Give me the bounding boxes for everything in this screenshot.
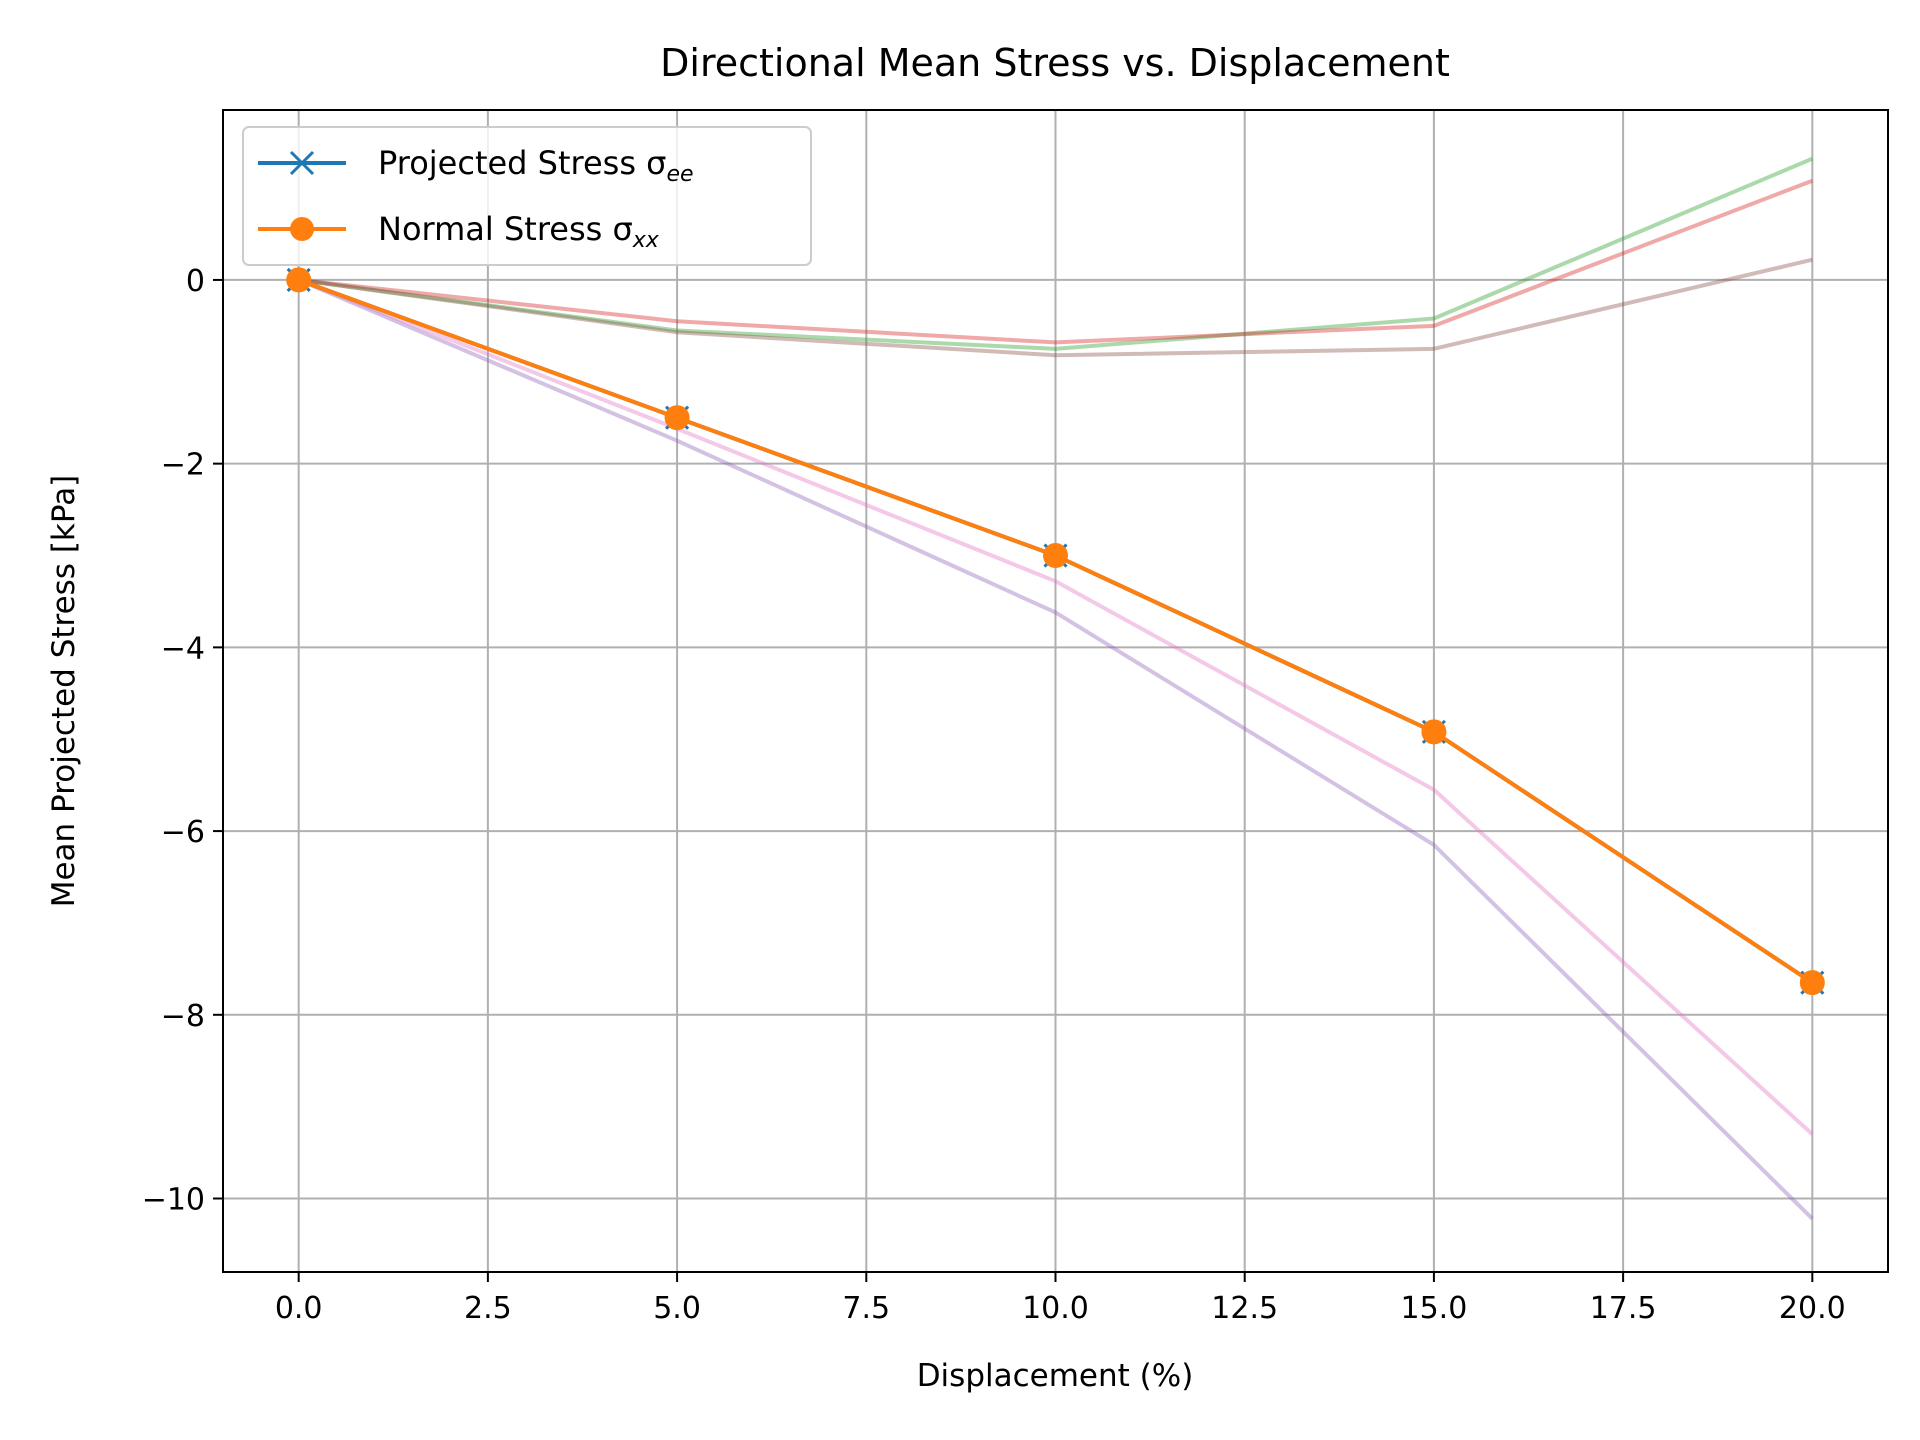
x-axis-label: Displacement (%) [917,1358,1194,1394]
series-5 [298,257,1813,358]
x-tick-label: 2.5 [464,1291,512,1326]
legend-marker-x [289,150,315,176]
series-1 [286,267,1825,996]
data-point [1799,970,1825,996]
legend-label: Normal Stress σxx [378,210,660,253]
data-point [664,405,690,431]
plot-series [286,156,1825,1221]
series-line [297,278,1814,1136]
legend-label-subscript: ee [666,162,693,187]
y-tick-label: −10 [142,1183,205,1218]
x-tick-label: 7.5 [842,1291,890,1326]
x-tick-label: 20.0 [1779,1291,1846,1326]
legend-label: Projected Stress σee [378,144,694,187]
x-tick-label: 0.0 [275,1291,323,1326]
data-point [286,267,312,293]
y-tick-label: −6 [161,815,205,850]
series-line [298,156,1814,351]
y-axis-ticks: 0 −2 −4 −6 −8 −10 [142,264,223,1218]
x-tick-label: 12.5 [1211,1291,1278,1326]
y-tick-label: −2 [161,448,205,483]
series-line [297,278,1814,1221]
y-tick-label: −4 [161,631,205,666]
series-line [298,178,1814,345]
x-tick-label: 5.0 [653,1291,701,1326]
x-tick-label: 17.5 [1590,1291,1657,1326]
x-tick-label: 10.0 [1022,1291,1089,1326]
legend-label-subscript: xx [632,228,660,253]
series-4 [297,278,1814,1221]
chart-title: Directional Mean Stress vs. Displacement [660,41,1450,85]
x-axis-ticks: 0.0 2.5 5.0 7.5 10.0 12.5 15.0 17.5 20.0 [275,1272,1846,1326]
x-tick-label: 15.0 [1401,1291,1468,1326]
legend-label-main: Normal Stress σ [378,210,633,248]
series-3 [298,178,1814,345]
data-point [1043,543,1068,569]
data-point [1421,719,1447,745]
y-tick-label: 0 [186,264,205,299]
legend-entry: Projected Stress σee [258,144,694,187]
grid [223,110,1888,1272]
legend-marker [290,217,314,241]
y-tick-label: −8 [161,999,205,1034]
legend-entry: Normal Stress σxx [258,210,660,253]
legend-box [242,126,812,266]
legend-label-main: Projected Stress σ [378,144,666,182]
series-6 [297,278,1814,1136]
series-line [298,257,1813,358]
series-2 [298,156,1814,351]
y-axis-label: Mean Projected Stress [kPa] [46,475,82,908]
